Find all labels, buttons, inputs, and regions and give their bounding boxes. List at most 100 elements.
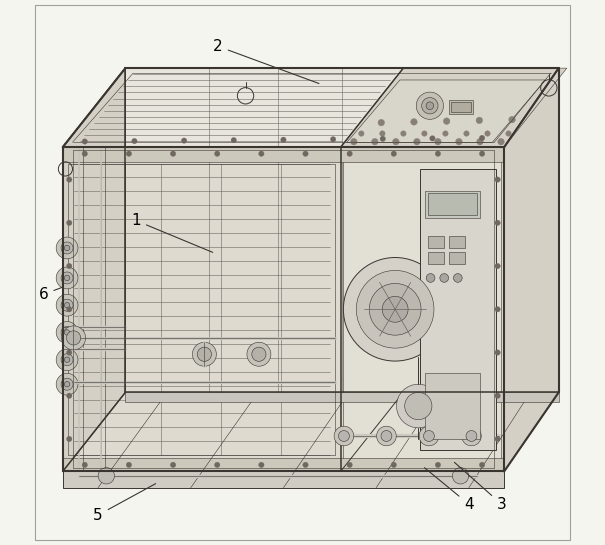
Polygon shape <box>420 169 496 450</box>
Circle shape <box>82 151 88 156</box>
Polygon shape <box>63 68 558 147</box>
Circle shape <box>334 426 354 446</box>
Circle shape <box>479 151 485 156</box>
Bar <box>428 193 477 215</box>
Circle shape <box>61 378 73 390</box>
Circle shape <box>430 136 435 141</box>
Circle shape <box>422 131 427 136</box>
Circle shape <box>495 436 500 441</box>
Circle shape <box>479 135 485 141</box>
Circle shape <box>67 306 72 312</box>
Circle shape <box>347 462 352 468</box>
Circle shape <box>61 354 73 366</box>
Circle shape <box>171 151 176 156</box>
Circle shape <box>67 220 72 226</box>
Circle shape <box>456 138 462 145</box>
Circle shape <box>411 119 417 125</box>
Circle shape <box>464 131 469 136</box>
Bar <box>448 236 465 248</box>
Circle shape <box>350 138 357 145</box>
Circle shape <box>56 373 78 395</box>
Text: 5: 5 <box>93 483 155 523</box>
Circle shape <box>82 139 88 144</box>
Circle shape <box>498 138 504 145</box>
Circle shape <box>82 462 88 468</box>
Circle shape <box>258 462 264 468</box>
Circle shape <box>231 137 237 143</box>
Circle shape <box>61 326 73 338</box>
Circle shape <box>416 92 443 119</box>
Circle shape <box>380 136 385 142</box>
Circle shape <box>378 119 385 126</box>
Bar <box>448 252 465 264</box>
Circle shape <box>495 177 500 183</box>
Bar <box>425 373 480 439</box>
Circle shape <box>67 393 72 398</box>
Circle shape <box>64 245 70 251</box>
Circle shape <box>495 306 500 312</box>
Circle shape <box>369 283 421 335</box>
Circle shape <box>434 138 441 145</box>
Circle shape <box>56 294 78 316</box>
Circle shape <box>453 468 469 484</box>
Circle shape <box>495 393 500 398</box>
Circle shape <box>64 382 70 387</box>
Circle shape <box>405 392 432 420</box>
Circle shape <box>67 263 72 269</box>
Circle shape <box>67 350 72 355</box>
Circle shape <box>64 330 70 335</box>
Circle shape <box>98 468 114 484</box>
Circle shape <box>64 275 70 281</box>
Polygon shape <box>63 147 504 471</box>
Circle shape <box>462 426 481 446</box>
Circle shape <box>382 296 408 322</box>
Circle shape <box>495 350 500 355</box>
Circle shape <box>215 151 220 156</box>
Circle shape <box>443 131 448 136</box>
Polygon shape <box>63 147 504 162</box>
Circle shape <box>495 263 500 269</box>
Circle shape <box>466 431 477 441</box>
Circle shape <box>247 342 271 366</box>
Bar <box>428 236 444 248</box>
Circle shape <box>192 342 217 366</box>
Circle shape <box>371 138 378 145</box>
Circle shape <box>435 151 440 156</box>
Polygon shape <box>344 150 502 469</box>
Circle shape <box>67 177 72 183</box>
Circle shape <box>344 258 447 361</box>
Circle shape <box>476 117 483 124</box>
Circle shape <box>252 347 266 361</box>
Bar <box>451 102 471 112</box>
Polygon shape <box>125 392 558 402</box>
Circle shape <box>197 347 212 361</box>
Circle shape <box>391 462 396 468</box>
Circle shape <box>495 220 500 226</box>
Circle shape <box>67 331 80 345</box>
Circle shape <box>56 237 78 259</box>
Circle shape <box>67 436 72 441</box>
Circle shape <box>132 138 137 144</box>
Circle shape <box>422 98 438 114</box>
Circle shape <box>393 138 399 145</box>
Text: 6: 6 <box>39 287 63 302</box>
Circle shape <box>126 151 132 156</box>
Circle shape <box>506 131 511 136</box>
Circle shape <box>330 137 336 142</box>
Circle shape <box>258 151 264 156</box>
Circle shape <box>64 302 70 308</box>
Circle shape <box>454 274 462 282</box>
Circle shape <box>509 117 515 123</box>
Circle shape <box>396 384 440 428</box>
Polygon shape <box>63 68 125 471</box>
Circle shape <box>62 326 85 350</box>
Circle shape <box>302 151 308 156</box>
Circle shape <box>426 102 434 110</box>
Bar <box>449 100 474 114</box>
Polygon shape <box>347 80 546 143</box>
Circle shape <box>380 131 385 136</box>
Circle shape <box>485 131 490 136</box>
Circle shape <box>414 138 420 145</box>
Polygon shape <box>63 458 504 471</box>
Circle shape <box>435 462 440 468</box>
